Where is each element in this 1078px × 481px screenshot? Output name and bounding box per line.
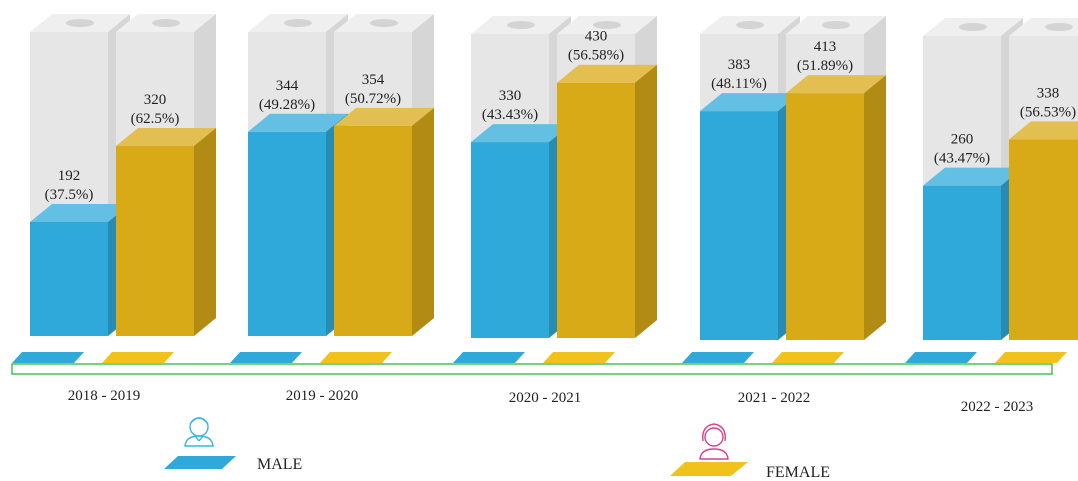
track-hole xyxy=(370,19,398,27)
female-person-icon xyxy=(699,423,729,460)
percent-label-female-0: (62.5%) xyxy=(131,111,180,127)
base-plate-male-0 xyxy=(12,352,84,363)
value-label-female-3: 413 xyxy=(814,39,837,55)
base-plate-female-4 xyxy=(995,352,1067,363)
bar-male-2 xyxy=(471,142,549,338)
value-label-female-1: 354 xyxy=(362,72,385,88)
percent-label-male-1: (49.28%) xyxy=(259,97,315,113)
base-plate-male-3 xyxy=(682,352,754,363)
bar-female-3 xyxy=(786,93,864,340)
bar-top-female-4 xyxy=(1009,121,1078,140)
percent-label-male-2: (43.43%) xyxy=(482,107,538,123)
bar-male-4 xyxy=(923,185,1001,340)
bar-male-0 xyxy=(30,222,108,336)
category-label-2: 2020 - 2021 xyxy=(509,390,582,406)
percent-label-female-1: (50.72%) xyxy=(345,91,401,107)
track-hole xyxy=(959,23,987,31)
base-plate-female-0 xyxy=(102,352,174,363)
category-label-3: 2021 - 2022 xyxy=(738,390,811,406)
base-plate-female-3 xyxy=(772,352,844,363)
track-top xyxy=(1009,18,1078,36)
base-plate-male-2 xyxy=(453,352,525,363)
track-hole xyxy=(507,21,535,29)
value-label-female-4: 338 xyxy=(1037,85,1060,101)
bar-top-male-3 xyxy=(700,93,800,112)
bar-female-2 xyxy=(557,82,635,338)
category-label-0: 2018 - 2019 xyxy=(68,388,141,404)
track-hole xyxy=(66,19,94,27)
category-labels-layer: 2018 - 2019 2019 - 2020 2020 - 2021 2021 - … xyxy=(68,388,1034,415)
female-legend-swatch xyxy=(670,462,748,476)
percent-label-female-4: (56.53%) xyxy=(1020,104,1076,120)
bar-side-female-3 xyxy=(864,75,886,340)
base-plate-female-2 xyxy=(543,352,615,363)
male-person-icon xyxy=(184,417,214,447)
bar-top-female-3 xyxy=(786,75,886,94)
bar-top-female-2 xyxy=(557,64,657,83)
bar-male-3 xyxy=(700,111,778,340)
male-legend-swatch xyxy=(164,456,236,469)
track-hole xyxy=(822,21,850,29)
bar-top-female-1 xyxy=(334,107,434,126)
value-label-male-4: 260 xyxy=(951,132,974,148)
base-plate-female-1 xyxy=(320,352,392,363)
base-plate-male-1 xyxy=(230,352,302,363)
value-label-female-0: 320 xyxy=(144,92,167,108)
percent-label-female-2: (56.58%) xyxy=(568,48,624,64)
bar-top-male-0 xyxy=(30,204,130,222)
category-label-1: 2019 - 2020 xyxy=(286,388,359,404)
baseline-strip xyxy=(11,363,1053,375)
percent-label-male-3: (48.11%) xyxy=(711,76,767,92)
percent-label-male-0: (37.5%) xyxy=(45,187,94,203)
bar-top-male-1 xyxy=(248,113,348,132)
bar-side-female-0 xyxy=(194,128,216,336)
bar-top-male-4 xyxy=(923,167,1023,186)
legend: MALE FEMALE xyxy=(164,417,830,481)
percent-label-female-3: (51.89%) xyxy=(797,58,853,74)
bar-top-female-0 xyxy=(116,128,216,146)
value-labels-layer: 192 (37.5%) 320 (62.5%) 344 (49.28%) 354 (50.72… xyxy=(45,29,1077,203)
bar-top-male-2 xyxy=(471,124,571,143)
track-hole xyxy=(736,21,764,29)
bars-layer xyxy=(30,64,1078,340)
bar-female-1 xyxy=(334,125,412,336)
category-label-4: 2022 - 2023 xyxy=(961,399,1034,415)
track-hole xyxy=(593,21,621,29)
bar-female-0 xyxy=(116,146,194,336)
bar-male-1 xyxy=(248,131,326,336)
track-hole xyxy=(1045,23,1073,31)
bar-side-female-2 xyxy=(635,64,657,338)
value-label-female-2: 430 xyxy=(585,29,608,45)
value-label-male-2: 330 xyxy=(499,88,522,104)
bar-female-4 xyxy=(1009,139,1078,340)
track-hole xyxy=(152,19,180,27)
percent-label-male-4: (43.47%) xyxy=(934,151,990,167)
bar-side-female-1 xyxy=(412,107,434,336)
value-label-male-1: 344 xyxy=(276,78,299,94)
value-label-male-3: 383 xyxy=(728,57,751,73)
track-hole xyxy=(284,19,312,27)
legend-female-label: FEMALE xyxy=(766,464,830,481)
base-plates-layer xyxy=(11,352,1067,375)
base-plate-male-4 xyxy=(905,352,977,363)
value-label-male-0: 192 xyxy=(58,168,81,184)
legend-male-label: MALE xyxy=(257,456,302,473)
